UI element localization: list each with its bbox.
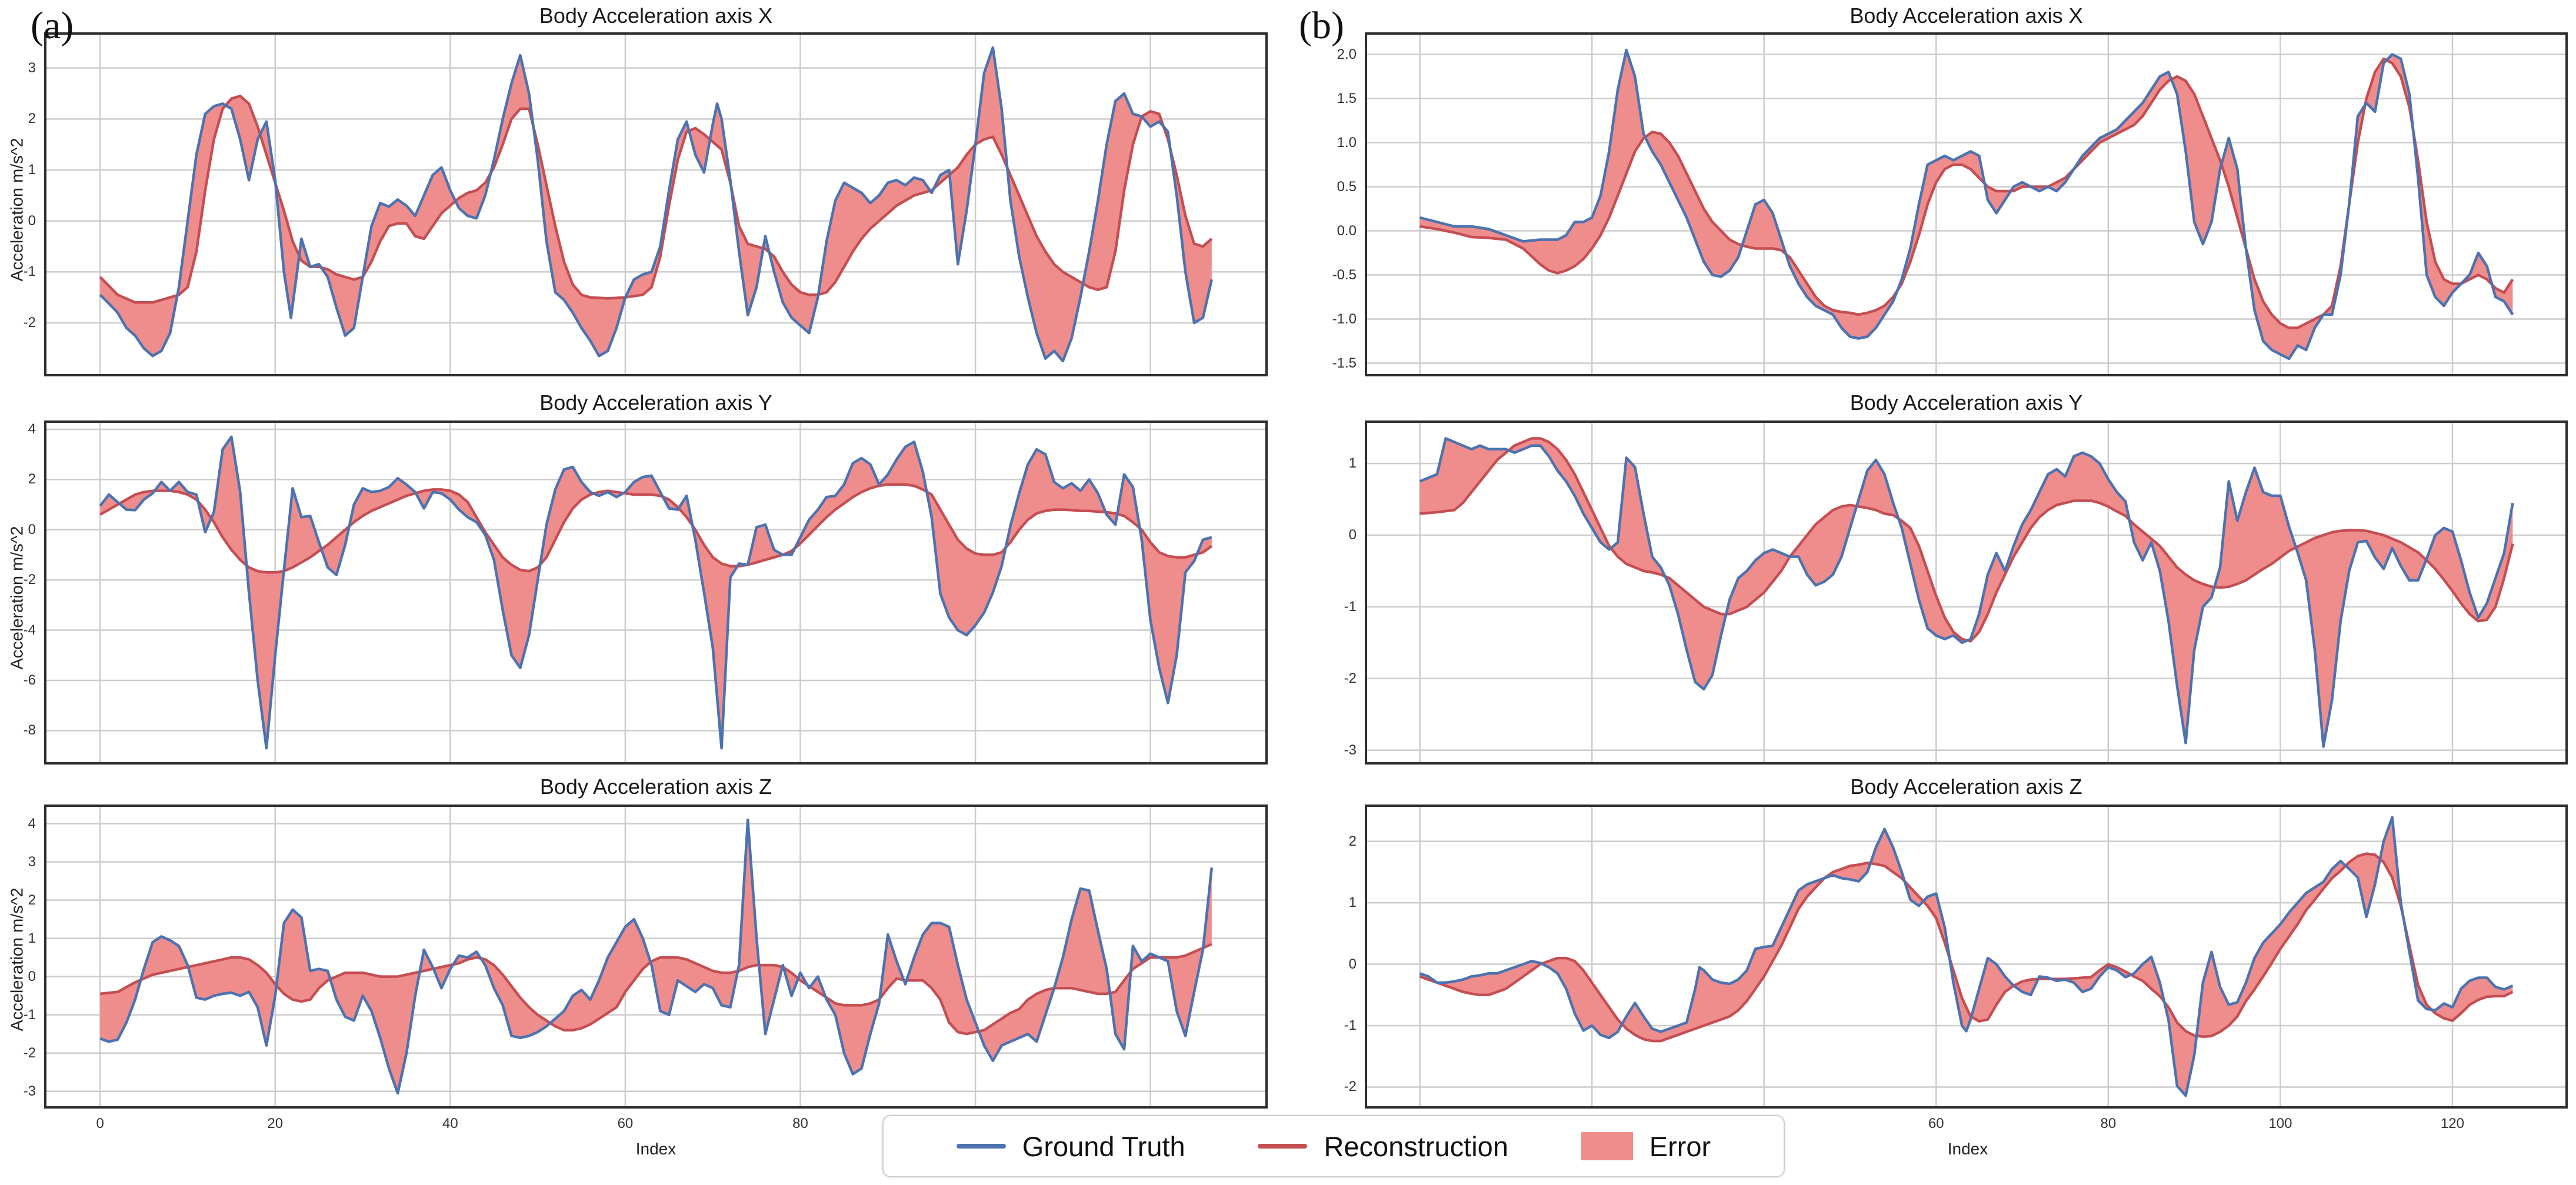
legend-item-reconstruction: Reconstruction bbox=[1258, 1130, 1508, 1163]
y-tick-label: 0 bbox=[1348, 527, 1357, 543]
y-tick-label: 1 bbox=[28, 930, 36, 946]
reconstruction-line bbox=[99, 483, 1213, 574]
error-fill-area bbox=[100, 436, 1212, 749]
plot-frame bbox=[44, 32, 1268, 376]
y-tick-label: 2 bbox=[1348, 833, 1357, 849]
y-tick-label: -4 bbox=[23, 622, 36, 638]
y-tick-label: -3 bbox=[1344, 742, 1357, 758]
y-tick-label: -1 bbox=[1344, 598, 1357, 615]
y-tick-label: -2 bbox=[1344, 1079, 1357, 1095]
panel-a-y-title: Body Acceleration axis Y bbox=[539, 390, 772, 415]
y-tick-label: 0.5 bbox=[1337, 178, 1357, 195]
y-tick-label: -1 bbox=[23, 263, 36, 280]
y-tick-label: 0.0 bbox=[1337, 222, 1357, 239]
y-tick-label: -1 bbox=[1344, 1017, 1357, 1033]
chart-b-y bbox=[1365, 420, 2568, 765]
plot-frame bbox=[44, 420, 1268, 765]
y-tick-label: 3 bbox=[28, 853, 36, 870]
x-tick-label: 80 bbox=[792, 1116, 808, 1131]
reconstruction-line bbox=[1419, 852, 2514, 1043]
panel-b-z-xlabel: Index bbox=[1947, 1140, 1988, 1158]
reconstruction-line bbox=[99, 943, 1212, 1036]
plot-frame bbox=[1365, 32, 2568, 376]
chart-b-z bbox=[1365, 805, 2568, 1109]
reconstruction-line-swatch bbox=[1258, 1144, 1308, 1149]
y-tick-label: -8 bbox=[23, 722, 36, 739]
x-tick-label: 20 bbox=[267, 1116, 284, 1131]
y-tick-label: 4 bbox=[28, 420, 36, 437]
x-tick-label: 100 bbox=[2268, 1116, 2292, 1131]
chart-a-x bbox=[44, 32, 1268, 376]
x-tick-label: 60 bbox=[617, 1116, 634, 1131]
y-tick-label: 1.5 bbox=[1337, 90, 1357, 106]
y-tick-label: 1 bbox=[1348, 894, 1357, 911]
y-tick-label: -2 bbox=[1344, 670, 1357, 686]
y-tick-label: -1.5 bbox=[1332, 355, 1357, 371]
panel-a-z-title: Body Acceleration axis Z bbox=[539, 775, 772, 799]
x-tick-label: 40 bbox=[442, 1116, 458, 1131]
legend-item-ground-truth: Ground Truth bbox=[956, 1130, 1185, 1163]
y-tick-label: 0 bbox=[28, 521, 36, 538]
ground-truth-line bbox=[1419, 48, 2514, 360]
panel-a-z-xlabel: Index bbox=[635, 1140, 677, 1158]
ground-truth-line-swatch bbox=[956, 1144, 1006, 1149]
subfigure-a-label: (a) bbox=[31, 4, 74, 47]
error-fill-area bbox=[100, 820, 1212, 1093]
ground-truth-line bbox=[1419, 816, 2514, 1097]
y-tick-label: 2 bbox=[28, 892, 36, 908]
y-tick-label: -1.0 bbox=[1332, 311, 1357, 327]
plot-frame bbox=[44, 805, 1268, 1109]
y-tick-label: 2 bbox=[28, 111, 36, 127]
y-tick-label: -1 bbox=[23, 1006, 36, 1023]
y-tick-label: -6 bbox=[23, 672, 36, 688]
error-fill-area bbox=[1419, 438, 2513, 747]
ground-truth-label: Ground Truth bbox=[1022, 1130, 1185, 1162]
y-tick-label: -2 bbox=[23, 1044, 36, 1061]
panel-b-z-title: Body Acceleration axis Z bbox=[1850, 775, 2082, 799]
y-tick-label: -3 bbox=[23, 1083, 36, 1099]
y-tick-label: 1.0 bbox=[1337, 134, 1357, 151]
x-tick-label: 120 bbox=[2440, 1116, 2464, 1131]
chart-a-y bbox=[44, 420, 1268, 765]
plot-frame bbox=[1365, 420, 2568, 765]
chart-a-z bbox=[44, 805, 1268, 1109]
ground-truth-line bbox=[99, 435, 1212, 750]
y-tick-label: 1 bbox=[1348, 455, 1357, 472]
error-fill-area bbox=[1419, 817, 2513, 1096]
legend-item-error: Error bbox=[1581, 1130, 1711, 1163]
x-tick-label: 60 bbox=[1928, 1116, 1944, 1131]
error-patch-swatch bbox=[1581, 1132, 1633, 1160]
panel-a-x-title: Body Acceleration axis X bbox=[539, 4, 773, 28]
ground-truth-line bbox=[99, 818, 1214, 1095]
y-tick-label: -0.5 bbox=[1332, 266, 1357, 283]
y-tick-label: 2 bbox=[28, 471, 36, 488]
x-tick-label: 0 bbox=[96, 1116, 104, 1131]
y-tick-label: 1 bbox=[28, 162, 36, 178]
y-tick-label: 3 bbox=[28, 59, 36, 76]
plot-frame bbox=[1365, 805, 2568, 1109]
reconstruction-label: Reconstruction bbox=[1324, 1130, 1508, 1162]
y-tick-label: 0 bbox=[1348, 956, 1357, 972]
error-label: Error bbox=[1649, 1130, 1711, 1162]
ground-truth-line bbox=[99, 46, 1213, 363]
y-tick-label: 0 bbox=[28, 968, 36, 984]
error-fill-area bbox=[100, 48, 1212, 361]
x-tick-label: 80 bbox=[2100, 1116, 2117, 1131]
y-tick-label: 0 bbox=[28, 212, 36, 229]
reconstruction-line bbox=[1419, 437, 2514, 643]
y-tick-label: -2 bbox=[23, 315, 36, 331]
panel-b-y-title: Body Acceleration axis Y bbox=[1849, 390, 2083, 415]
panel-b-x-title: Body Acceleration axis X bbox=[1849, 4, 2083, 28]
figure-legend: Ground Truth Reconstruction Error bbox=[882, 1115, 1785, 1177]
y-tick-label: -2 bbox=[23, 572, 36, 588]
y-tick-label: 2.0 bbox=[1337, 46, 1357, 62]
chart-b-x bbox=[1365, 32, 2568, 376]
subfigure-b-label: (b) bbox=[1299, 4, 1344, 47]
y-tick-label: 4 bbox=[28, 815, 36, 832]
ground-truth-line bbox=[1419, 437, 2514, 748]
